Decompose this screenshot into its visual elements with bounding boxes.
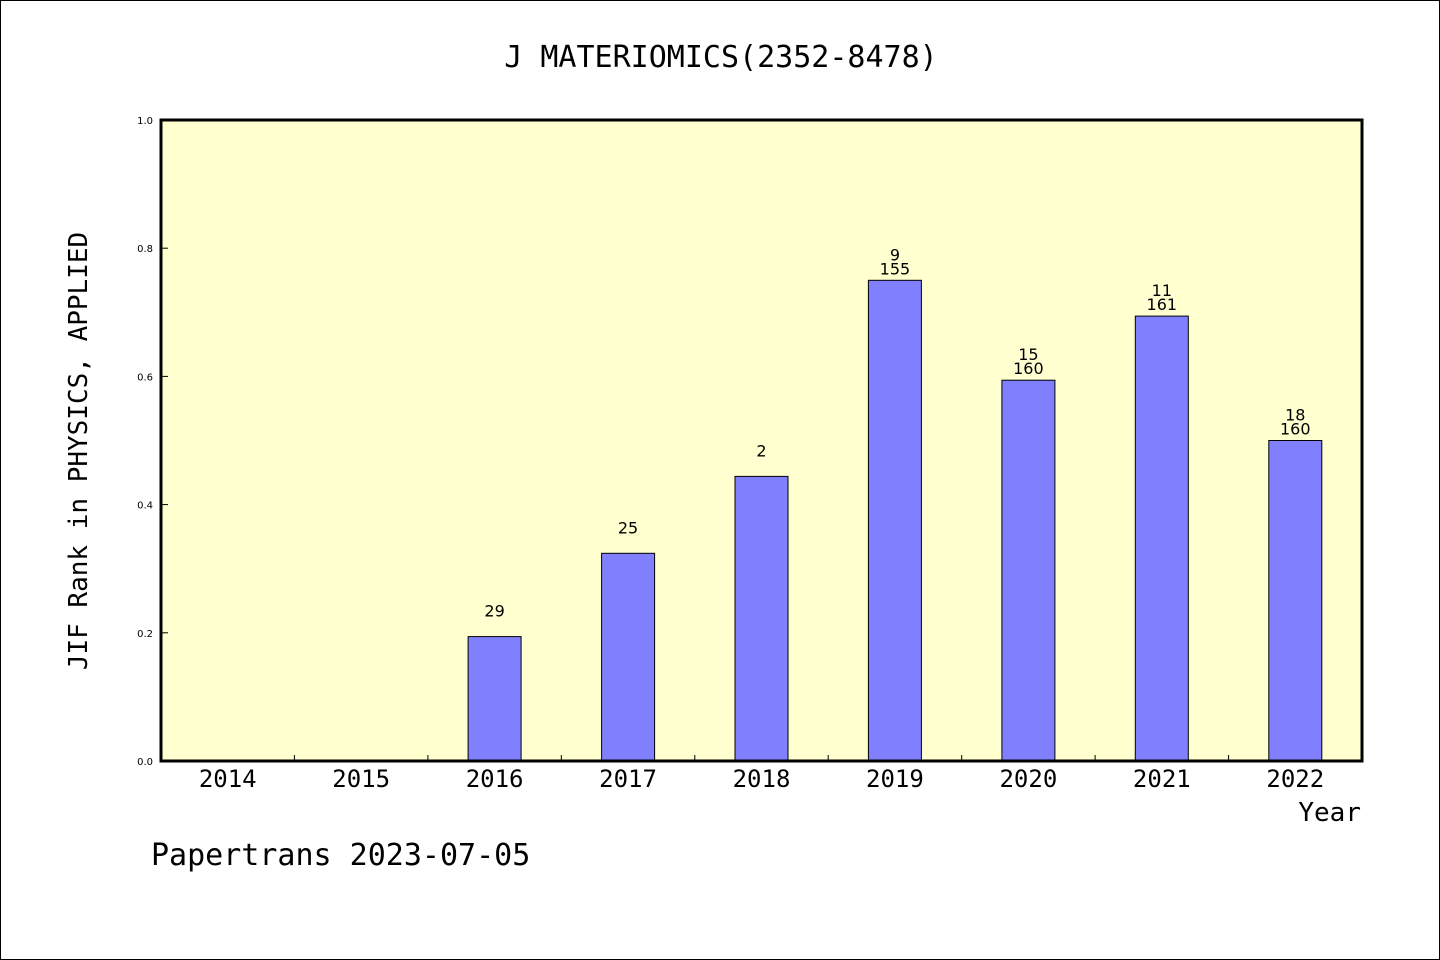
y-tick-label: 0.0 [137, 757, 153, 768]
x-tick-label-2014: 2014 [199, 765, 257, 793]
bar-2018 [734, 475, 789, 762]
bar-2017 [601, 552, 656, 762]
x-tick-label-2015: 2015 [332, 765, 390, 793]
y-tick-label: 1.0 [137, 116, 153, 127]
chart-title: J MATERIOMICS(2352-8478) [504, 40, 937, 75]
x-tick-label-2022: 2022 [1266, 765, 1324, 793]
y-tick-label: 0.8 [137, 244, 153, 255]
footer-source: Papertrans 2023-07-05 [151, 838, 530, 873]
x-tick-label-2019: 2019 [866, 765, 924, 793]
plot-border [159, 118, 1364, 763]
bar-label-total-2019: 155 [880, 259, 911, 278]
bar-label-rank-2021: 11 [1152, 281, 1172, 300]
bar-label-rank-2019: 9 [890, 245, 900, 264]
y-tick-label: 0.4 [137, 501, 153, 512]
y-tick-label: 0.2 [137, 629, 153, 640]
bar-label-rank-2020: 15 [1018, 345, 1038, 364]
x-axis-label: Year [1298, 798, 1361, 828]
bar-2021 [1134, 315, 1189, 762]
bar-2020 [1001, 379, 1056, 762]
x-tick-label-2018: 2018 [733, 765, 791, 793]
bar-label-total-2022: 160 [1280, 420, 1311, 439]
y-tick-label: 0.6 [137, 372, 153, 383]
x-tick-label-2020: 2020 [999, 765, 1057, 793]
x-tick-label-2017: 2017 [599, 765, 657, 793]
x-tick-label-2021: 2021 [1133, 765, 1191, 793]
ticks-layer: 2014 2015 2016 2017 2018 2019 2020 2021 2022 0.0 0… [137, 116, 1324, 793]
bar-label-2018: 2 [756, 441, 766, 460]
bar-2016 [467, 636, 522, 762]
bar-2022 [1268, 440, 1323, 762]
bar-label-rank-2022: 18 [1285, 406, 1305, 425]
bar-label-total-2020: 160 [1013, 359, 1044, 378]
bar-label-total-2021: 161 [1147, 295, 1178, 314]
bar-2019 [867, 279, 922, 762]
bar-label-2016: 29 [484, 602, 504, 621]
y-axis-label: JIF Rank in PHYSICS, APPLIED [64, 232, 94, 670]
x-tick-label-2016: 2016 [466, 765, 524, 793]
bar-label-2017: 25 [618, 518, 638, 537]
